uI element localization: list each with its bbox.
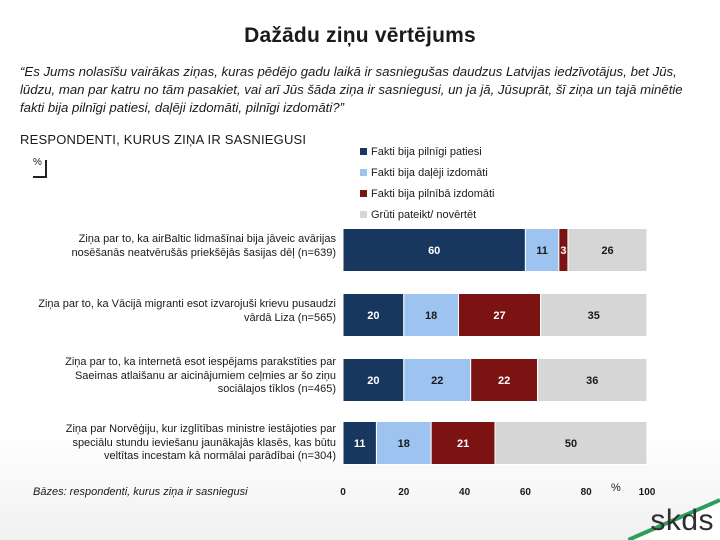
bar-value-label: 20 [367,375,379,387]
question-text: “Es Jums nolasīšu vairākas ziņas, kuras … [20,64,683,115]
bar-value-label: 3 [560,245,566,257]
category-label: Ziņa par to, ka Vācijā migranti esot izv… [38,298,336,324]
corner-bracket-decoration [33,160,47,178]
bar-segment [567,228,648,272]
bar-value-label: 22 [498,375,510,387]
x-tick-label: 40 [459,487,471,498]
bar-segment [470,358,539,402]
legend-label: Fakti bija pilnībā izdomāti [371,187,495,200]
legend-swatch [360,211,367,218]
bar-value-label: 27 [493,310,505,322]
legend-swatch [360,190,367,197]
logo-text: skds [650,504,714,537]
axis-unit-label: % [611,482,621,494]
category-label: Ziņa par to, ka airBaltic lidmašīnai bij… [71,233,336,259]
bar-segment [494,421,648,465]
bar-value-label: 50 [565,438,577,450]
bar-segment [342,421,377,465]
logo-swoosh-icon [628,496,720,540]
x-tick-label: 20 [398,487,410,498]
bar-value-label: 11 [536,245,548,257]
category-label: Ziņa par to, ka internetā esot iespējams… [65,356,336,395]
x-tick-label: 0 [340,487,346,498]
base-label: RESPONDENTI, KURUS ZIŅA IR SASNIEGUSI [20,132,307,147]
bar-segment [540,293,648,337]
bar-value-label: 11 [354,438,366,450]
legend-item: Fakti bija pilnībā izdomāti [360,183,495,204]
x-tick-label: 100 [639,487,656,498]
bar-value-label: 18 [398,438,410,450]
base-footnote: Bāzes: respondenti, kurus ziņa ir sasnie… [33,486,248,498]
legend-swatch [360,148,367,155]
bar-segment [342,228,526,272]
skds-logo: skds [628,496,720,540]
bar-value-label: 35 [588,310,600,322]
legend-item: Fakti bija pilnīgi patiesi [360,141,495,162]
chart-legend: Fakti bija pilnīgi patiesi Fakti bija da… [360,141,495,225]
legend-label: Fakti bija pilnīgi patiesi [371,145,482,158]
bar-value-label: 36 [586,375,598,387]
bar-segment [537,358,648,402]
bar-value-label: 21 [457,438,469,450]
bar-value-label: 18 [425,310,437,322]
bar-value-label: 22 [431,375,443,387]
x-tick-label: 60 [520,487,532,498]
bar-segment [375,421,432,465]
bar-segment [458,293,542,337]
category-label: Ziņa par Norvēģiju, kur izglītības minis… [65,423,336,462]
bar-segment [430,421,496,465]
bar-value-label: 20 [367,310,379,322]
x-tick-label: 80 [581,487,593,498]
legend-label: Fakti bija daļēji izdomāti [371,166,488,179]
legend-item: Grūti pateikt/ novērtēt [360,204,495,225]
bar-segment [342,293,405,337]
bar-value-label: 60 [428,245,440,257]
bar-value-label: 26 [601,245,613,257]
legend-item: Fakti bija daļēji izdomāti [360,162,495,183]
page-title: Dažādu ziņu vērtējums [244,24,476,47]
unit-label: % [33,157,42,168]
bar-segment [403,293,460,337]
legend-swatch [360,169,367,176]
legend-label: Grūti pateikt/ novērtēt [371,208,477,221]
